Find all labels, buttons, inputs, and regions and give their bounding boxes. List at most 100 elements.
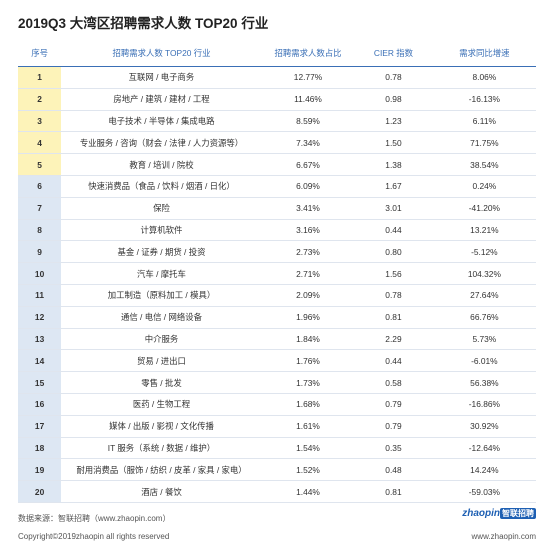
rank-cell: 2 (18, 88, 62, 111)
cier-cell: 0.78 (354, 285, 433, 307)
rank-cell: 18 (18, 437, 62, 460)
industry-cell: 媒体 / 出版 / 影视 / 文化传播 (61, 416, 262, 438)
share-cell: 11.46% (261, 89, 355, 111)
cier-cell: 0.35 (354, 438, 433, 460)
cier-cell: 0.44 (354, 350, 433, 373)
table-row: 12 通信 / 电信 / 网络设备 1.96% 0.81 66.76% (18, 306, 536, 329)
table-row: 15 零售 / 批发 1.73% 0.58 56.38% (18, 372, 536, 394)
industry-cell: 互联网 / 电子商务 (61, 67, 262, 89)
table-row: 7 保险 3.41% 3.01 -41.20% (18, 197, 536, 220)
industry-cell: IT 服务（系统 / 数据 / 维护） (61, 438, 262, 460)
table-row: 20 酒店 / 餐饮 1.44% 0.81 -59.03% (18, 481, 536, 503)
rank-cell: 9 (18, 241, 62, 264)
share-cell: 7.34% (261, 132, 355, 155)
table-row: 18 IT 服务（系统 / 数据 / 维护） 1.54% 0.35 -12.64% (18, 437, 536, 460)
share-cell: 1.44% (261, 481, 355, 503)
rank-cell: 15 (18, 372, 62, 394)
growth-cell: 14.24% (432, 459, 536, 482)
share-cell: 1.84% (261, 329, 355, 351)
share-cell: 6.67% (261, 154, 355, 176)
table-row: 19 耐用消费品（服饰 / 纺织 / 皮革 / 家具 / 家电） 1.52% 0.48… (18, 459, 536, 482)
cier-cell: 0.98 (354, 89, 433, 111)
table-row: 1 互联网 / 电子商务 12.77% 0.78 8.06% (18, 67, 536, 89)
growth-cell: 66.76% (432, 307, 536, 329)
industry-cell: 房地产 / 建筑 / 建材 / 工程 (61, 89, 262, 111)
industry-cell: 贸易 / 进出口 (61, 350, 262, 373)
cier-cell: 0.48 (354, 459, 433, 482)
logo-badge: 智联招聘 (500, 508, 536, 519)
growth-cell: -41.20% (432, 198, 536, 220)
page-title: 2019Q3 大湾区招聘需求人数 TOP20 行业 (18, 16, 269, 31)
share-cell: 3.16% (261, 220, 355, 242)
industry-cell: 专业服务 / 咨询（财会 / 法律 / 人力资源等） (61, 132, 262, 155)
share-cell: 6.09% (261, 176, 355, 198)
cier-cell: 0.81 (354, 481, 433, 503)
growth-cell: 38.54% (432, 154, 536, 176)
rank-cell: 17 (18, 415, 62, 438)
industry-cell: 中介服务 (61, 329, 262, 351)
table-row: 8 计算机软件 3.16% 0.44 13.21% (18, 219, 536, 242)
growth-cell: 6.11% (432, 111, 536, 133)
growth-cell: -6.01% (432, 350, 536, 373)
growth-cell: 56.38% (432, 372, 536, 394)
cier-cell: 3.01 (354, 198, 433, 220)
rank-cell: 3 (18, 110, 62, 133)
column-header-growth: 需求同比增速 (432, 40, 536, 67)
growth-cell: -5.12% (432, 241, 536, 264)
industry-cell: 医药 / 生物工程 (61, 394, 262, 416)
rank-cell: 4 (18, 132, 62, 155)
growth-cell: -59.03% (432, 481, 536, 503)
table-row: 6 快速消费品（食品 / 饮料 / 烟酒 / 日化） 6.09% 1.67 0.24% (18, 175, 536, 198)
industry-cell: 酒店 / 餐饮 (61, 481, 262, 503)
growth-cell: 0.24% (432, 176, 536, 198)
share-cell: 1.73% (261, 372, 355, 394)
rank-cell: 6 (18, 175, 62, 198)
share-cell: 1.52% (261, 459, 355, 482)
table-row: 16 医药 / 生物工程 1.68% 0.79 -16.86% (18, 393, 536, 416)
growth-cell: -12.64% (432, 438, 536, 460)
table-row: 3 电子技术 / 半导体 / 集成电路 8.59% 1.23 6.11% (18, 110, 536, 133)
industry-cell: 耐用消费品（服饰 / 纺织 / 皮革 / 家具 / 家电） (61, 459, 262, 482)
growth-cell: 5.73% (432, 329, 536, 351)
industry-cell: 快速消费品（食品 / 饮料 / 烟酒 / 日化） (61, 176, 262, 198)
column-header-rank: 序号 (18, 40, 62, 67)
growth-cell: 71.75% (432, 132, 536, 155)
table-row: 11 加工制造（原料加工 / 模具） 2.09% 0.78 27.64% (18, 284, 536, 307)
footer-url: www.zhaopin.com (471, 532, 536, 541)
rank-cell: 11 (18, 284, 62, 307)
rank-cell: 5 (18, 154, 62, 176)
industry-cell: 基金 / 证券 / 期货 / 投资 (61, 241, 262, 264)
share-cell: 2.71% (261, 263, 355, 285)
growth-cell: -16.86% (432, 394, 536, 416)
cier-cell: 1.50 (354, 132, 433, 155)
share-cell: 1.96% (261, 307, 355, 329)
industry-cell: 汽车 / 摩托车 (61, 263, 262, 285)
growth-cell: 30.92% (432, 416, 536, 438)
table-row: 9 基金 / 证券 / 期货 / 投资 2.73% 0.80 -5.12% (18, 241, 536, 264)
share-cell: 2.73% (261, 241, 355, 264)
rank-cell: 13 (18, 328, 62, 351)
share-cell: 12.77% (261, 67, 355, 89)
industry-cell: 教育 / 培训 / 院校 (61, 154, 262, 176)
share-cell: 3.41% (261, 198, 355, 220)
growth-cell: 8.06% (432, 67, 536, 89)
cier-cell: 1.56 (354, 263, 433, 285)
table-row: 14 贸易 / 进出口 1.76% 0.44 -6.01% (18, 350, 536, 373)
rank-cell: 7 (18, 197, 62, 220)
cier-cell: 0.58 (354, 372, 433, 394)
industry-cell: 保险 (61, 198, 262, 220)
share-cell: 1.54% (261, 438, 355, 460)
table-row: 13 中介服务 1.84% 2.29 5.73% (18, 328, 536, 351)
copyright-text: Copyright©2019zhaopin all rights reserve… (18, 532, 170, 541)
rank-cell: 20 (18, 481, 62, 503)
industry-cell: 零售 / 批发 (61, 372, 262, 394)
table-row: 4 专业服务 / 咨询（财会 / 法律 / 人力资源等） 7.34% 1.50 71.7… (18, 132, 536, 155)
growth-cell: 13.21% (432, 220, 536, 242)
rank-cell: 16 (18, 393, 62, 416)
cier-cell: 0.79 (354, 416, 433, 438)
cier-cell: 0.81 (354, 307, 433, 329)
column-header-industry: 招聘需求人数 TOP20 行业 (61, 40, 262, 67)
zhaopin-logo: zhaopin 智联招聘 (462, 508, 536, 519)
share-cell: 1.61% (261, 416, 355, 438)
table-row: 5 教育 / 培训 / 院校 6.67% 1.38 38.54% (18, 154, 536, 176)
